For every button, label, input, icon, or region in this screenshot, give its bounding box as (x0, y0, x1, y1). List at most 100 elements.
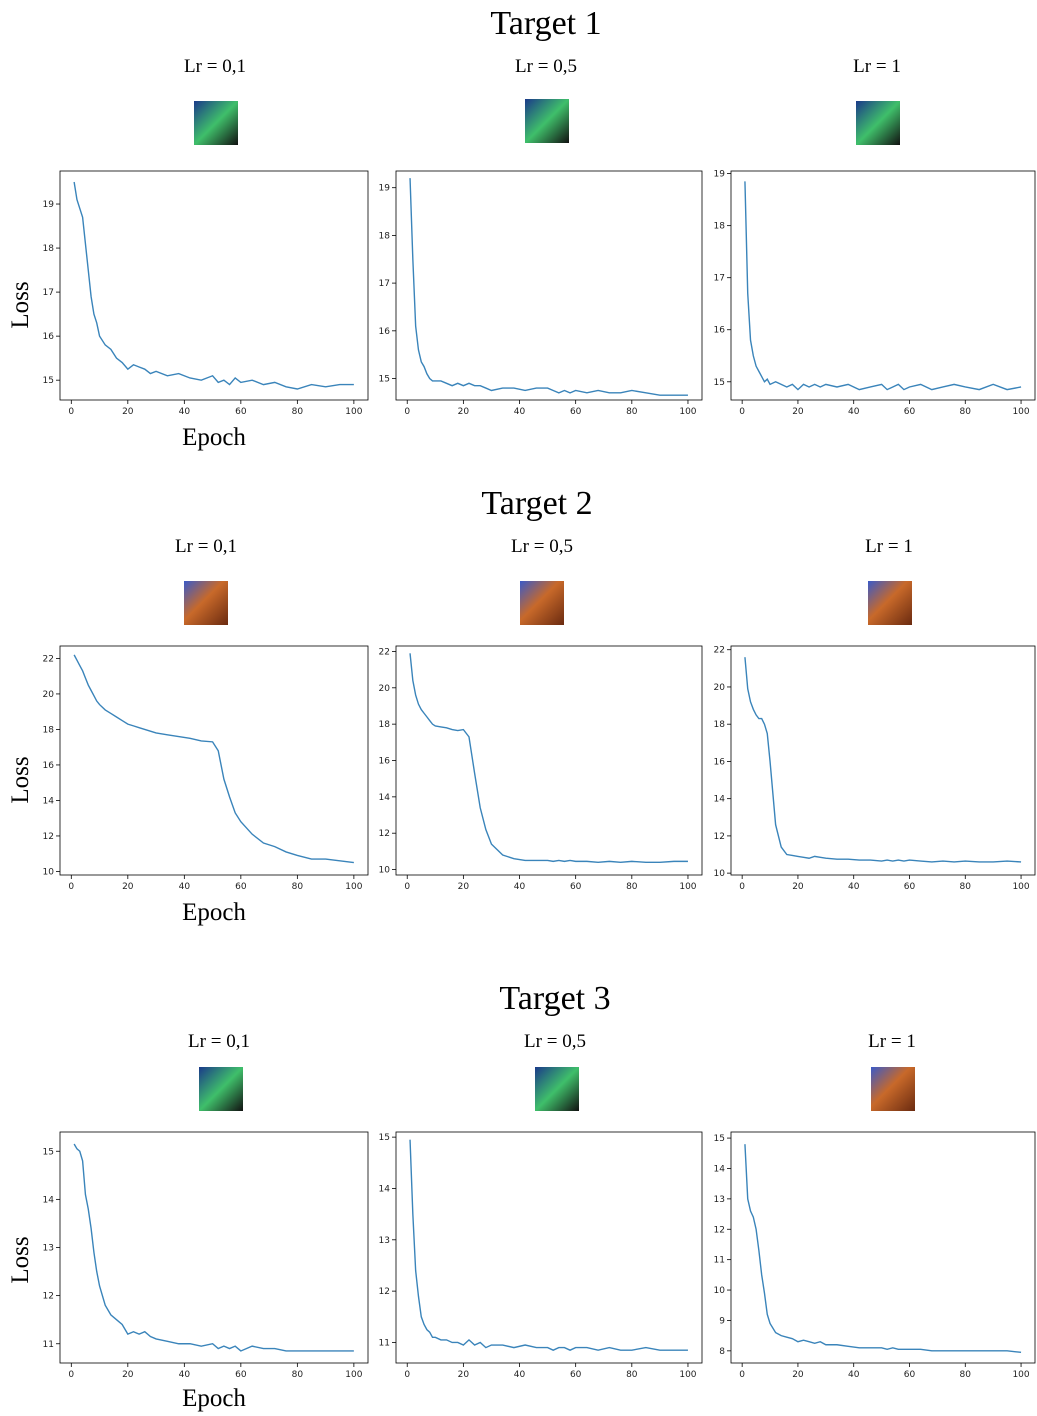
x-tick-label: 0 (739, 407, 745, 417)
x-tick-label: 20 (458, 407, 470, 417)
y-tick-label: 13 (379, 1236, 390, 1246)
x-axis-label: Epoch (182, 1385, 246, 1412)
x-tick-label: 20 (122, 882, 134, 892)
x-tick-label: 40 (848, 882, 860, 892)
y-tick-label: 13 (714, 1195, 725, 1205)
x-tick-label: 80 (292, 407, 304, 417)
x-tick-label: 100 (679, 407, 696, 417)
y-tick-label: 18 (714, 222, 726, 232)
y-tick-label: 18 (43, 725, 55, 735)
x-tick-label: 0 (68, 407, 74, 417)
x-tick-label: 80 (626, 882, 638, 892)
y-tick-label: 11 (714, 1256, 725, 1266)
chart-title: Lr = 0,1 (175, 536, 237, 557)
chart-title: Lr = 0,1 (184, 56, 246, 77)
x-tick-label: 80 (960, 882, 972, 892)
y-tick-label: 18 (43, 244, 55, 254)
plot-frame (396, 171, 702, 400)
x-tick-label: 60 (570, 882, 582, 892)
loss-line (74, 1144, 354, 1351)
loss-line (745, 1144, 1021, 1352)
loss-line (74, 182, 354, 389)
y-tick-label: 12 (43, 1292, 54, 1302)
loss-line (410, 178, 688, 395)
chart-title: Lr = 1 (865, 536, 913, 557)
thumbnail (199, 1067, 243, 1111)
thumbnail (525, 99, 569, 143)
y-tick-label: 13 (43, 1244, 54, 1254)
thumbnail (194, 101, 238, 145)
y-tick-label: 12 (714, 832, 725, 842)
plot-frame (731, 171, 1035, 400)
y-tick-label: 10 (43, 867, 55, 877)
plot-frame (60, 646, 368, 875)
y-axis-label: Loss (7, 1236, 34, 1283)
y-tick-label: 17 (43, 288, 54, 298)
x-tick-label: 80 (960, 1370, 972, 1380)
loss-line (410, 1140, 688, 1350)
x-tick-label: 0 (739, 882, 745, 892)
y-tick-label: 11 (379, 1338, 390, 1348)
y-tick-label: 16 (714, 757, 726, 767)
y-tick-label: 10 (714, 869, 726, 879)
section-title: Target 3 (499, 980, 610, 1017)
y-tick-label: 14 (43, 1195, 55, 1205)
x-tick-label: 0 (68, 1370, 74, 1380)
y-tick-label: 14 (714, 1164, 726, 1174)
x-tick-label: 80 (292, 882, 304, 892)
section-title: Target 2 (481, 485, 592, 522)
x-tick-label: 20 (792, 407, 804, 417)
x-tick-label: 100 (345, 1370, 362, 1380)
y-tick-label: 16 (43, 332, 55, 342)
x-tick-label: 60 (235, 1370, 247, 1380)
plot-frame (60, 171, 368, 400)
chart-title: Lr = 0,5 (511, 536, 573, 557)
x-tick-label: 60 (904, 882, 916, 892)
chart-title: Lr = 0,1 (188, 1031, 250, 1052)
y-tick-label: 15 (43, 376, 54, 386)
y-tick-label: 22 (43, 654, 54, 664)
y-tick-label: 15 (379, 375, 390, 385)
x-tick-label: 100 (679, 882, 696, 892)
y-tick-label: 22 (379, 647, 390, 657)
plot-frame (396, 646, 702, 875)
y-tick-label: 18 (379, 231, 391, 241)
y-tick-label: 15 (714, 378, 725, 388)
loss-line (410, 653, 688, 862)
x-tick-label: 40 (848, 1370, 860, 1380)
y-tick-label: 15 (379, 1133, 390, 1143)
thumbnail (871, 1067, 915, 1111)
y-tick-label: 19 (714, 170, 726, 180)
x-tick-label: 0 (739, 1370, 745, 1380)
y-tick-label: 12 (379, 829, 390, 839)
x-tick-label: 20 (122, 1370, 134, 1380)
x-tick-label: 0 (68, 882, 74, 892)
x-tick-label: 100 (345, 407, 362, 417)
chart-title: Lr = 0,5 (515, 56, 577, 77)
x-tick-label: 40 (179, 882, 191, 892)
x-tick-label: 60 (235, 407, 247, 417)
y-tick-label: 14 (379, 793, 391, 803)
thumbnail (520, 581, 564, 625)
x-tick-label: 20 (458, 1370, 470, 1380)
y-tick-label: 22 (714, 646, 725, 656)
thumbnail (856, 101, 900, 145)
y-tick-label: 10 (379, 866, 391, 876)
x-tick-label: 20 (792, 1370, 804, 1380)
y-tick-label: 16 (379, 327, 391, 337)
x-tick-label: 80 (626, 407, 638, 417)
chart-title: Lr = 0,5 (524, 1031, 586, 1052)
x-tick-label: 80 (626, 1370, 638, 1380)
y-tick-label: 16 (714, 326, 726, 336)
y-tick-label: 19 (43, 200, 55, 210)
plot-frame (60, 1132, 368, 1363)
y-tick-label: 10 (714, 1286, 726, 1296)
x-tick-label: 100 (1012, 1370, 1029, 1380)
x-tick-label: 100 (679, 1370, 696, 1380)
x-tick-label: 0 (404, 882, 410, 892)
y-axis-label: Loss (7, 281, 34, 328)
x-tick-label: 40 (514, 882, 526, 892)
x-tick-label: 40 (514, 1370, 526, 1380)
y-axis-label: Loss (7, 756, 34, 803)
x-tick-label: 40 (848, 407, 860, 417)
